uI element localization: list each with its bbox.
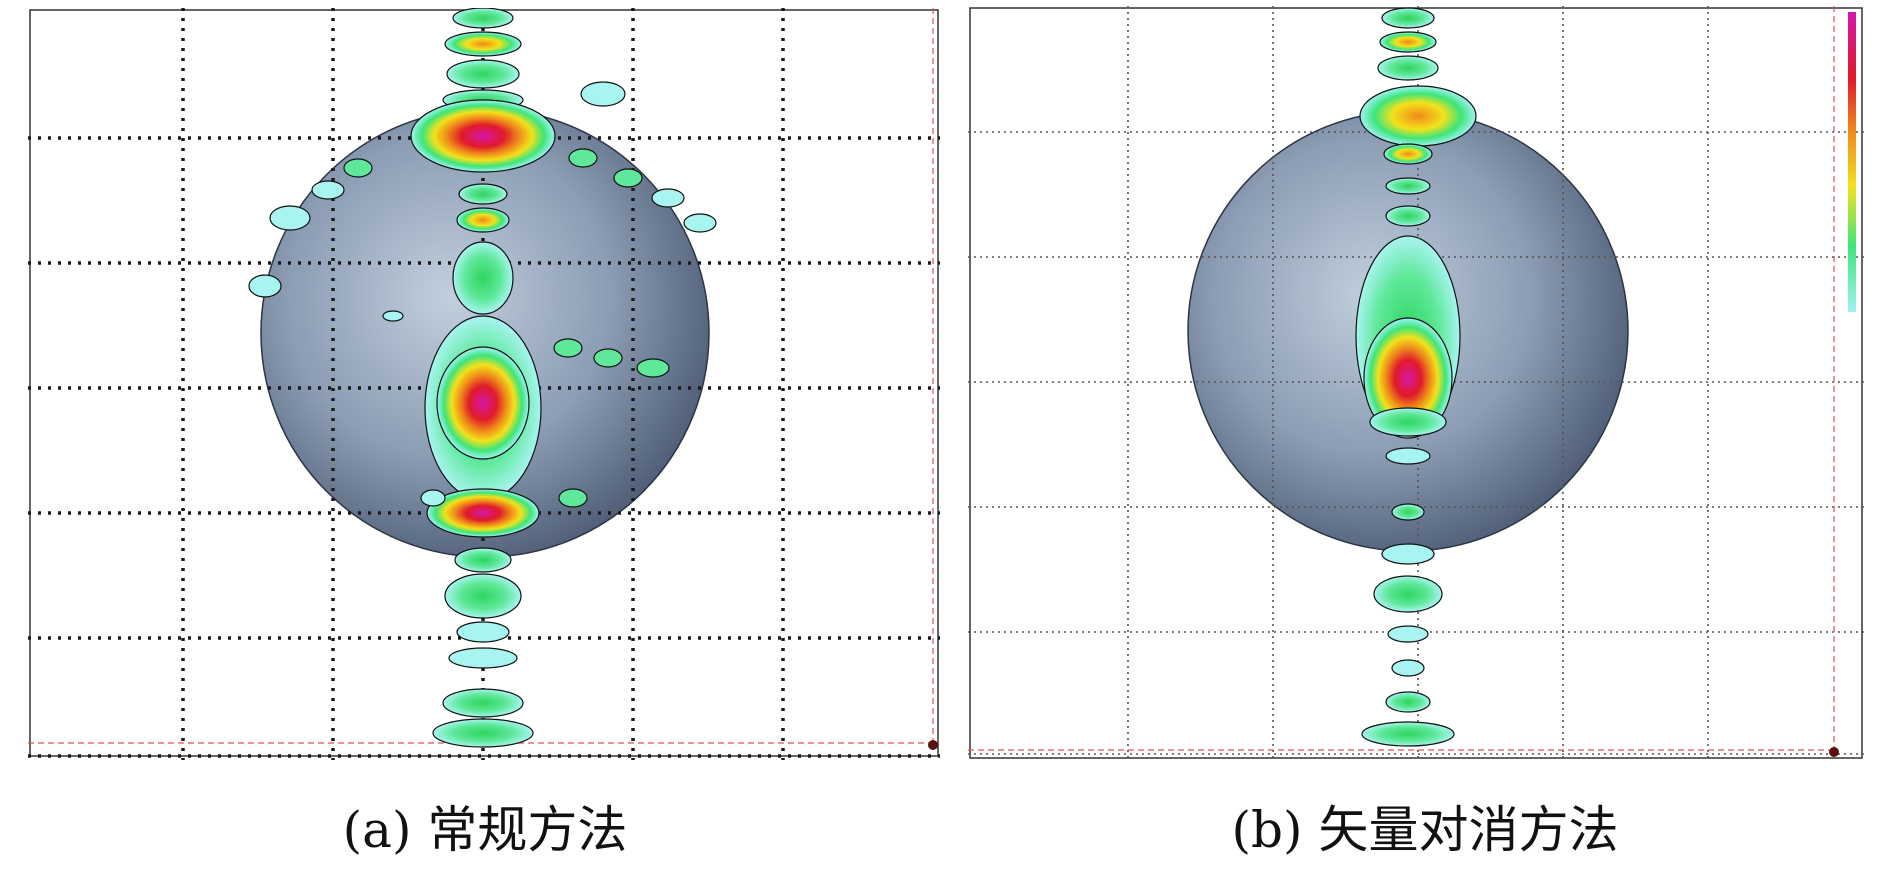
panel-b-imaging-result	[968, 6, 1864, 760]
panel-a-imaging-result	[28, 8, 940, 760]
grid-lines	[28, 8, 940, 760]
panel-b-caption: (b) 矢量对消方法	[1231, 801, 1619, 859]
scattering-hotspots	[248, 8, 717, 748]
panel-a-caption: (a) 常规方法	[342, 801, 628, 859]
scattering-hotspots	[1355, 7, 1477, 747]
colorbar	[1848, 12, 1856, 312]
